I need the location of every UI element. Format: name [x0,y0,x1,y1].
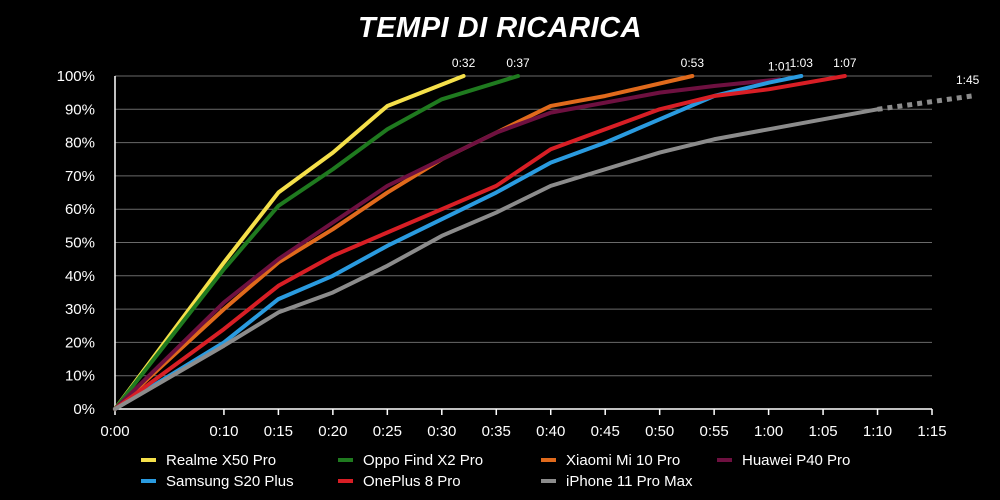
x-tick-label: 0:50 [645,423,674,440]
x-tick-label: 0:40 [536,423,565,440]
legend-label: Oppo Find X2 Pro [363,452,483,469]
series-end-label: 1:45 [956,73,980,87]
y-tick-label: 30% [65,301,95,318]
chart-title: TEMPI DI RICARICA [358,12,642,44]
x-tick-label: 0:45 [591,423,620,440]
legend-label: OnePlus 8 Pro [363,473,461,490]
legend-label: Samsung S20 Plus [166,473,294,490]
x-tick-label: 0:55 [700,423,729,440]
series-line [113,77,782,411]
legend-label: Xiaomi Mi 10 Pro [566,452,680,469]
y-tick-label: 0% [73,401,95,418]
y-tick-label: 10% [65,368,95,385]
y-tick-label: 100% [57,68,95,85]
series-end-label: 0:32 [452,56,476,70]
x-tick-label: 1:05 [808,423,837,440]
x-tick-label: 0:20 [318,423,347,440]
x-tick-label: 0:10 [209,423,238,440]
legend-label: Realme X50 Pro [166,452,276,469]
y-tick-label: 50% [65,235,95,252]
series-line [113,74,521,411]
x-tick-label: 0:25 [373,423,402,440]
series-line [113,74,695,411]
series-end-label: 0:53 [681,56,705,70]
x-tick-label: 0:35 [482,423,511,440]
series-end-label: 1:03 [790,56,814,70]
legend-label: Huawei P40 Pro [742,452,850,469]
series-line [113,74,847,411]
y-tick-label: 20% [65,334,95,351]
x-tick-label: 1:10 [863,423,892,440]
series-end-label: 1:07 [833,56,857,70]
series-line [113,74,466,411]
series-end-label: 0:37 [506,56,530,70]
y-tick-label: 40% [65,268,95,285]
x-tick-label: 0:00 [100,423,129,440]
x-tick-label: 1:15 [917,423,946,440]
x-tick-label: 1:00 [754,423,783,440]
legend-label: iPhone 11 Pro Max [566,473,693,490]
y-tick-label: 90% [65,101,95,118]
series-extension [877,93,973,112]
series-end-label: 1:01 [768,59,792,73]
y-tick-label: 80% [65,135,95,152]
y-tick-label: 60% [65,201,95,218]
x-tick-label: 0:15 [264,423,293,440]
x-tick-label: 0:30 [427,423,456,440]
series-line [113,107,880,411]
y-tick-label: 70% [65,168,95,185]
